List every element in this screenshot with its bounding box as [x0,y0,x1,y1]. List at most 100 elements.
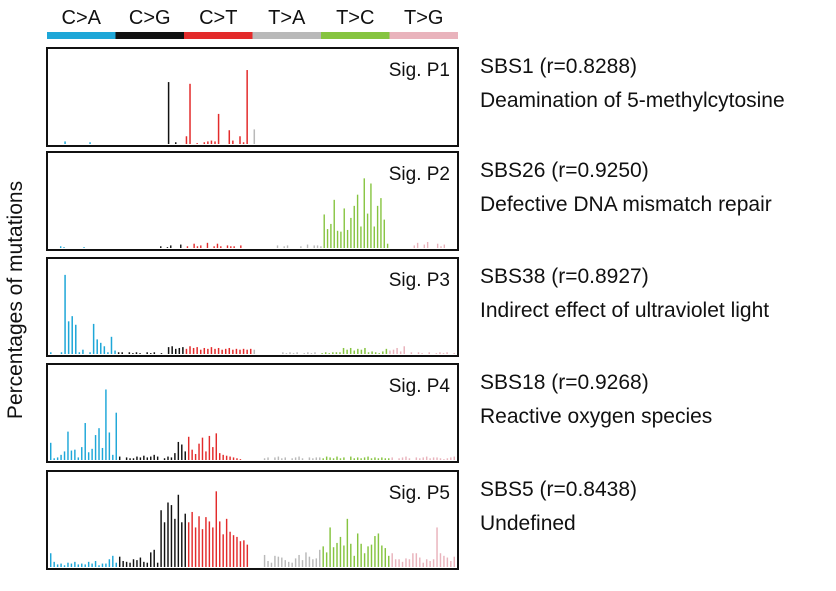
bar [315,558,318,567]
bar [315,457,318,460]
bar [225,455,228,460]
bar [94,435,97,460]
bar [143,561,145,567]
bar [191,511,193,567]
bar [171,346,173,354]
bar [60,454,62,460]
bar [350,543,352,567]
bar [287,561,290,567]
y-axis-label: Percentages of mutations [4,181,27,419]
bar [107,352,109,354]
bar [286,245,289,248]
bar [322,546,324,567]
bar [217,113,220,144]
bar [425,456,428,460]
bar [230,246,232,248]
bar [193,243,195,248]
bar [118,556,121,567]
bar [276,245,279,248]
bar [436,527,438,567]
bar [274,555,276,567]
bar [163,522,166,567]
bar [363,553,366,567]
signature-match: SBS26 (r=0.9250) [480,159,649,182]
bar [101,447,104,460]
bar [174,518,176,567]
bar [225,518,228,567]
bar [135,352,138,354]
bar [150,552,152,567]
bar [320,246,322,248]
bar [174,348,177,354]
bar [170,457,173,460]
bar [391,553,393,567]
bar [350,217,352,248]
bar [267,560,269,567]
bar [91,448,93,460]
bar [366,213,369,248]
bar [67,431,69,460]
bar [156,562,159,567]
bar [419,557,421,567]
bar [180,244,182,248]
bar [281,557,283,567]
bar [432,559,435,567]
bar [353,350,355,354]
bar [207,348,209,354]
bar [325,456,328,460]
bar [89,142,91,144]
bar [178,347,181,354]
bar [213,246,215,248]
bar [353,458,355,460]
bar [146,562,149,567]
class-label: C>T [199,7,237,29]
bar [253,349,256,354]
bar [199,349,202,354]
bar [205,517,207,567]
bar [112,454,114,460]
bar [360,543,362,567]
bar [346,229,349,248]
bar [203,347,206,354]
bar [71,316,73,354]
bar [373,226,375,248]
panel-frame [46,257,459,357]
bar [426,241,429,248]
bar [167,347,170,354]
bar [170,245,172,248]
bar [136,560,138,567]
bar [350,456,352,460]
bar [89,352,91,354]
bar [219,521,221,567]
bar [74,449,76,460]
bar [232,457,235,460]
bar [274,457,276,460]
bar [388,458,390,460]
class-label: C>G [129,7,171,29]
bar [198,516,200,567]
bar [450,560,452,567]
bar [303,353,306,354]
bar [356,457,359,460]
bar [92,323,95,354]
bar [196,246,199,248]
bar [328,353,331,354]
panel-frame [46,47,459,147]
bar [371,351,373,354]
bar [78,352,81,354]
bar [177,494,180,567]
bar [346,349,348,354]
bar [196,347,198,354]
bar [353,205,355,248]
bar [242,348,245,354]
bar [167,456,169,460]
bar [330,223,332,248]
bar [212,527,214,567]
bar [277,556,280,567]
bar [374,457,376,460]
bar [396,347,398,354]
bar [132,353,134,354]
bar [392,349,395,354]
bar [329,527,331,567]
